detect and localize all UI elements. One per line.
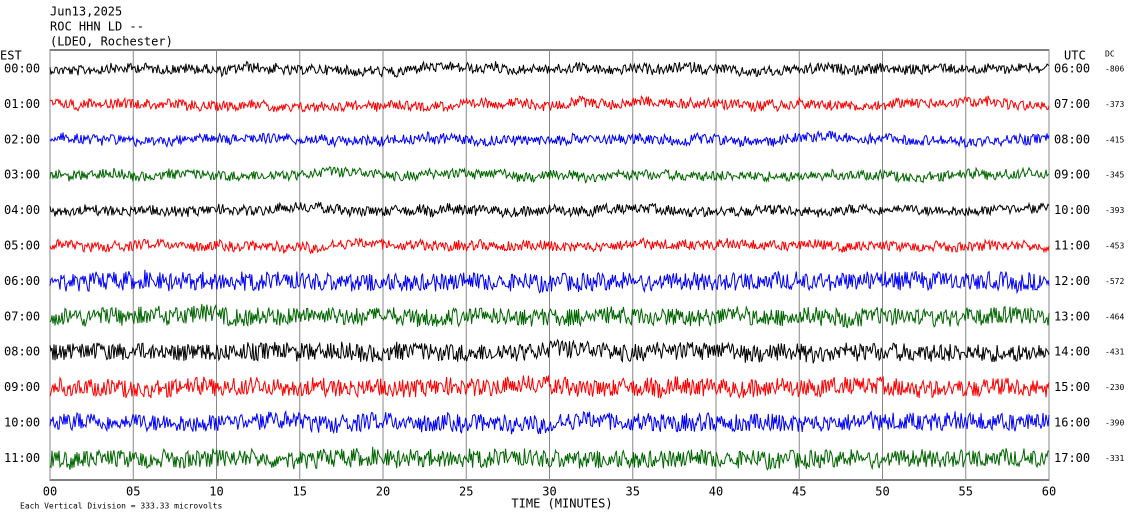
dc-label: -572 [1105, 277, 1124, 286]
dc-title: DC [1105, 50, 1115, 59]
dc-label: -331 [1105, 454, 1124, 463]
dc-label: -230 [1105, 383, 1124, 392]
utc-label: 10:00 [1054, 203, 1090, 217]
x-tick-label: 60 [1042, 485, 1056, 499]
station: ROC HHN LD -- [50, 20, 144, 34]
trace [49, 446, 1050, 471]
location: (LDEO, Rochester) [50, 35, 173, 49]
est-title: EST [0, 49, 22, 63]
x-tick-label: 45 [792, 485, 806, 499]
dc-label: -415 [1105, 135, 1124, 144]
est-label: 10:00 [4, 416, 40, 430]
date: Jun13,2025 [50, 5, 122, 19]
trace [49, 338, 1050, 364]
est-label: 09:00 [4, 380, 40, 394]
x-tick-label: 00 [43, 485, 57, 499]
x-tick-label: 15 [293, 485, 307, 499]
utc-title: UTC [1064, 49, 1086, 63]
dc-label: -453 [1105, 242, 1124, 251]
dc-label: -390 [1105, 419, 1124, 428]
dc-label: -345 [1105, 171, 1124, 180]
x-tick-label: 35 [626, 485, 640, 499]
dc-label: -393 [1105, 206, 1124, 215]
utc-label: 06:00 [1054, 62, 1090, 76]
trace [49, 60, 1050, 78]
trace [49, 130, 1050, 149]
utc-label: 14:00 [1054, 345, 1090, 359]
est-label: 08:00 [4, 345, 40, 359]
x-tick-label: 05 [126, 485, 140, 499]
x-tick-label: 50 [875, 485, 889, 499]
trace [49, 166, 1050, 184]
utc-label: 11:00 [1054, 239, 1090, 253]
trace [49, 237, 1050, 255]
utc-label: 16:00 [1054, 416, 1090, 430]
utc-label: 07:00 [1054, 97, 1090, 111]
est-label: 11:00 [4, 451, 40, 465]
dc-label: -431 [1105, 348, 1124, 357]
dc-label: -464 [1105, 312, 1124, 321]
x-tick-label: 25 [459, 485, 473, 499]
utc-label: 15:00 [1054, 380, 1090, 394]
est-label: 04:00 [4, 203, 40, 217]
est-label: 06:00 [4, 274, 40, 288]
est-label: 00:00 [4, 62, 40, 76]
x-tick-label: 30 [542, 485, 556, 499]
est-label: 03:00 [4, 168, 40, 182]
utc-label: 12:00 [1054, 274, 1090, 288]
est-label: 02:00 [4, 132, 40, 146]
x-tick-label: 20 [376, 485, 390, 499]
x-tick-label: 10 [209, 485, 223, 499]
est-label: 05:00 [4, 239, 40, 253]
trace [49, 375, 1050, 400]
x-axis-title: TIME (MINUTES) [511, 497, 612, 511]
x-tick-label: 40 [709, 485, 723, 499]
dc-label: -806 [1105, 65, 1124, 74]
trace [49, 303, 1050, 329]
utc-label: 09:00 [1054, 168, 1090, 182]
trace [49, 94, 1050, 113]
utc-label: 13:00 [1054, 309, 1090, 323]
utc-label: 17:00 [1054, 451, 1090, 465]
est-label: 07:00 [4, 309, 40, 323]
scale-note: Each Vertical Division = 333.33 microvol… [20, 502, 222, 511]
trace [49, 269, 1050, 295]
dc-label: -373 [1105, 100, 1124, 109]
utc-label: 08:00 [1054, 132, 1090, 146]
trace [49, 409, 1050, 435]
trace [49, 201, 1050, 219]
est-label: 01:00 [4, 97, 40, 111]
x-tick-label: 55 [959, 485, 973, 499]
